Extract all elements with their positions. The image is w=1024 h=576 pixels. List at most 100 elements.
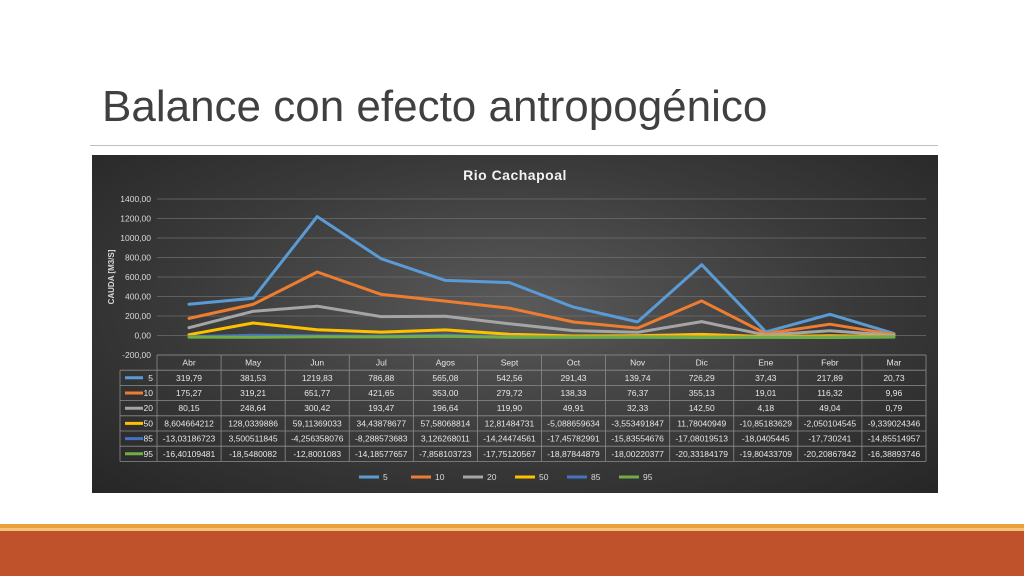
- data-label: -14,18577657: [355, 449, 408, 459]
- data-label: 651,77: [304, 388, 330, 398]
- series-line-10: [187, 270, 896, 336]
- data-label: -13,03186723: [163, 434, 216, 444]
- x-tick-label: Jul: [376, 358, 387, 368]
- table-series-name: 95: [144, 449, 154, 459]
- data-label: -14,85514957: [868, 434, 921, 444]
- data-label: 80,15: [178, 403, 200, 413]
- legend-label: 50: [539, 472, 549, 482]
- legend-label: 10: [435, 472, 445, 482]
- data-label: 353,00: [432, 388, 458, 398]
- x-tick-label: May: [245, 358, 262, 368]
- data-label: 57,58068814: [421, 418, 471, 428]
- data-label: -19,80433709: [740, 449, 793, 459]
- data-label: -20,33184179: [675, 449, 728, 459]
- data-label: -16,38893746: [868, 449, 921, 459]
- line-chart: Rio Cachapoal CAUDA [M3/S] 1400,00 1200,00 1…: [107, 167, 927, 482]
- data-label: -5,088659634: [547, 418, 600, 428]
- footer-highlight-line: [0, 528, 1024, 531]
- slide-title: Balance con efecto antropogénico: [102, 82, 768, 131]
- data-label: 128,0339886: [228, 418, 278, 428]
- data-label: -17,75120567: [483, 449, 536, 459]
- y-tick-label: 600,00: [125, 272, 151, 282]
- footer-accent-line: [0, 524, 1024, 528]
- data-label: 49,91: [563, 403, 585, 413]
- data-label: 381,53: [240, 373, 266, 383]
- data-label: -8,288573683: [355, 434, 408, 444]
- data-label: 34,43878677: [356, 418, 406, 428]
- x-tick-label: Mar: [887, 358, 902, 368]
- data-label: -9,339024346: [868, 418, 921, 428]
- data-label: 279,72: [496, 388, 522, 398]
- y-tick-label: -200,00: [122, 350, 151, 360]
- data-label: 139,74: [625, 373, 651, 383]
- x-tick-label: Oct: [567, 358, 581, 368]
- data-label: 3,126268011: [421, 434, 470, 444]
- data-label: -14,24474561: [483, 434, 536, 444]
- data-label: 355,13: [689, 388, 715, 398]
- data-label: 37,43: [755, 373, 777, 383]
- x-tick-label: Jun: [310, 358, 324, 368]
- y-tick-label: 1000,00: [120, 233, 151, 243]
- data-label: -18,5480082: [229, 449, 277, 459]
- y-tick-label: 200,00: [125, 311, 151, 321]
- data-label: -7,858103723: [419, 449, 472, 459]
- data-label: -10,85183629: [740, 418, 793, 428]
- data-label: 142,50: [689, 403, 715, 413]
- legend-label: 85: [591, 472, 601, 482]
- x-tick-label: Nov: [630, 358, 646, 368]
- data-label: -12,8001083: [293, 449, 341, 459]
- data-label: -17,45782991: [547, 434, 600, 444]
- data-label: 49,04: [819, 403, 841, 413]
- series-line-5: [187, 215, 896, 335]
- x-tick-label: Dic: [696, 358, 709, 368]
- data-label: 59,11369033: [293, 418, 342, 428]
- x-tick-label: Febr: [821, 358, 839, 368]
- data-label: 291,43: [561, 373, 587, 383]
- table-series-name: 5: [148, 373, 153, 383]
- legend-label: 20: [487, 472, 497, 482]
- y-tick-label: 0,00: [134, 331, 151, 341]
- chart-container: Rio Cachapoal CAUDA [M3/S] 1400,00 1200,00 1…: [92, 155, 938, 493]
- data-label: 193,47: [368, 403, 394, 413]
- data-label: 4,18: [758, 403, 775, 413]
- data-label: -18,87844879: [547, 449, 600, 459]
- data-label: 9,96: [886, 388, 903, 398]
- table-series-name: 20: [144, 403, 154, 413]
- data-label: 76,37: [627, 388, 649, 398]
- data-label: 565,08: [432, 373, 458, 383]
- data-label: -20,20867842: [804, 449, 857, 459]
- data-label: 138,33: [561, 388, 587, 398]
- data-label: 726,29: [689, 373, 715, 383]
- data-label: 19,01: [755, 388, 777, 398]
- data-label: 119,90: [497, 403, 523, 413]
- data-label: 196,64: [432, 403, 458, 413]
- data-label: -4,256358076: [291, 434, 344, 444]
- data-label: 175,27: [176, 388, 202, 398]
- data-label: 8,604664212: [164, 418, 214, 428]
- data-label: -3,553491847: [611, 418, 664, 428]
- x-tick-label: Abr: [182, 358, 195, 368]
- table-series-name: 50: [144, 418, 154, 428]
- legend-label: 5: [383, 472, 388, 482]
- title-divider: [90, 145, 938, 146]
- data-label: -18,0405445: [742, 434, 790, 444]
- data-label: 319,79: [176, 373, 202, 383]
- data-label: 542,56: [496, 373, 522, 383]
- y-tick-label: 1400,00: [120, 194, 151, 204]
- series-line-20: [187, 304, 896, 337]
- data-label: 786,88: [368, 373, 394, 383]
- x-tick-label: Sept: [501, 358, 519, 368]
- data-label: 11,78040949: [677, 418, 726, 428]
- data-label: -17,08019513: [675, 434, 728, 444]
- x-tick-label: Ene: [758, 358, 773, 368]
- table-series-name: 85: [144, 434, 154, 444]
- data-label: 32,33: [627, 403, 649, 413]
- y-tick-label: 400,00: [125, 292, 151, 302]
- data-label: 421,65: [368, 388, 394, 398]
- table-series-name: 10: [144, 388, 154, 398]
- data-label: 300,42: [304, 403, 330, 413]
- chart-title: Rio Cachapoal: [463, 167, 567, 183]
- data-label: 3,500511845: [229, 434, 278, 444]
- data-label: 319,21: [240, 388, 266, 398]
- data-label: -18,00220377: [611, 449, 664, 459]
